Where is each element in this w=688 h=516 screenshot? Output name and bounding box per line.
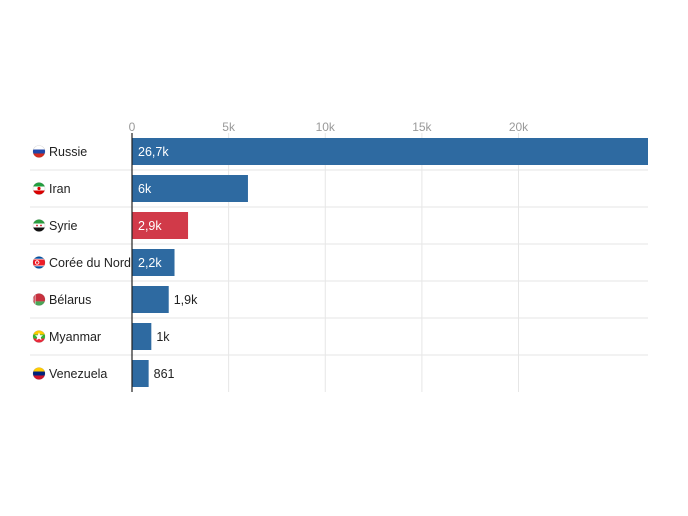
x-tick-label: 5k xyxy=(222,120,236,134)
bar xyxy=(132,212,189,239)
x-tick-label: 10k xyxy=(316,120,336,134)
x-axis-ticks: 0 5k 10k 15k 20k xyxy=(129,120,530,134)
syria-flag-icon xyxy=(32,219,46,232)
bar xyxy=(132,175,248,202)
row-separators xyxy=(30,169,648,356)
x-tick-label: 0 xyxy=(129,120,136,134)
bar xyxy=(132,138,648,165)
north-korea-flag-icon xyxy=(32,256,46,269)
iran-flag-icon xyxy=(32,182,46,195)
belarus-flag-icon xyxy=(32,293,46,306)
category-label: Bélarus xyxy=(49,293,91,307)
bars: 26,7k 6k 2,9k 2,2k 1,9k 1k 861 xyxy=(132,138,648,387)
bar xyxy=(132,360,149,387)
data-label: 2,9k xyxy=(138,219,162,233)
category-labels: Russie Iran Syrie Corée du Nord Bélarus Myanm… xyxy=(32,145,131,381)
venezuela-flag-icon xyxy=(32,367,46,380)
russia-flag-icon xyxy=(32,145,46,158)
x-tick-label: 20k xyxy=(509,120,529,134)
data-label: 1,9k xyxy=(174,293,198,307)
data-label: 1k xyxy=(156,330,170,344)
myanmar-flag-icon xyxy=(32,330,46,343)
x-tick-label: 15k xyxy=(412,120,432,134)
category-label: Russie xyxy=(49,145,87,159)
data-label: 26,7k xyxy=(138,145,169,159)
data-label: 861 xyxy=(154,367,175,381)
bar xyxy=(132,323,152,350)
category-label: Corée du Nord xyxy=(49,256,131,270)
category-label: Myanmar xyxy=(49,330,101,344)
bar xyxy=(132,286,169,313)
category-label: Iran xyxy=(49,182,71,196)
data-label: 2,2k xyxy=(138,256,162,270)
grid-lines xyxy=(228,133,520,392)
category-label: Syrie xyxy=(49,219,78,233)
category-label: Venezuela xyxy=(49,367,107,381)
bar xyxy=(132,249,175,276)
data-label: 6k xyxy=(138,182,152,196)
